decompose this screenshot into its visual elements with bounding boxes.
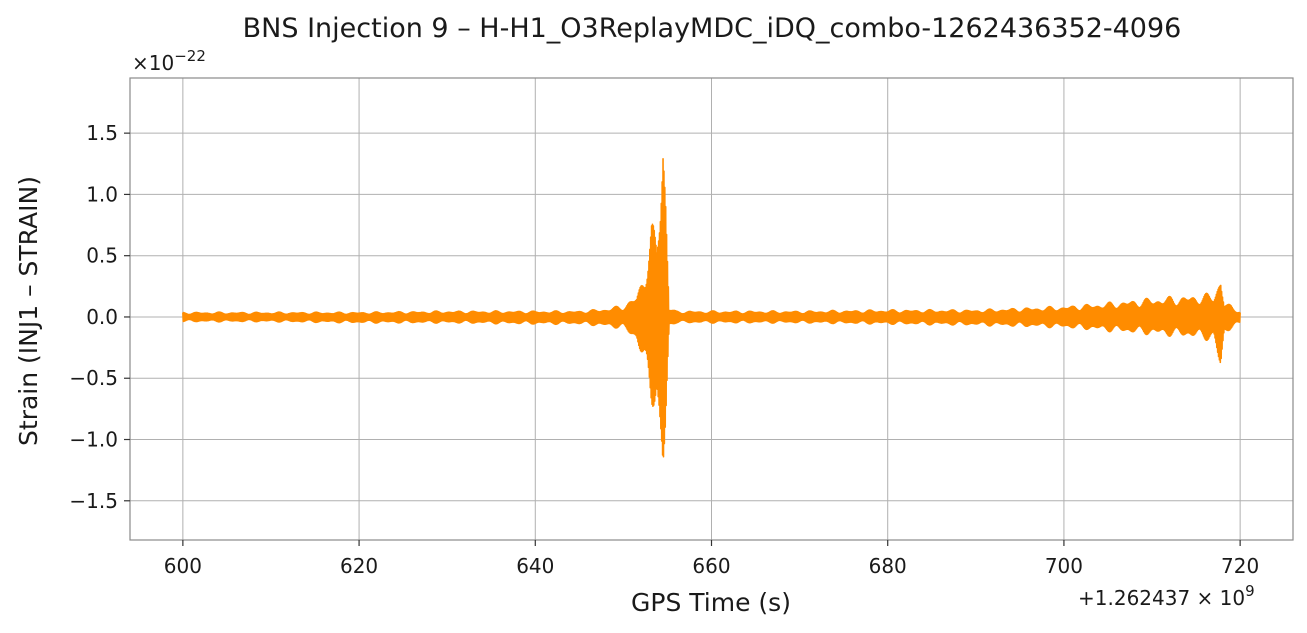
- x-axis-label: GPS Time (s): [631, 588, 791, 617]
- x-offset-label: +1.262437 × 109: [1078, 582, 1255, 610]
- y-tick-label: −1.0: [69, 428, 118, 452]
- x-axis: 600 620 640 660 680 700 720: [164, 540, 1259, 578]
- y-tick-label: 1.0: [86, 182, 118, 206]
- x-tick-label: 700: [1045, 554, 1083, 578]
- x-tick-label: 640: [516, 554, 554, 578]
- y-scale-label: ×10−22: [132, 47, 206, 75]
- x-tick-label: 660: [692, 554, 730, 578]
- y-tick-label: 0.5: [86, 244, 118, 268]
- y-axis-label: Strain (INJ1 – STRAIN): [14, 176, 43, 446]
- x-tick-label: 680: [869, 554, 907, 578]
- y-tick-label: 0.0: [86, 305, 118, 329]
- series-group: [182, 157, 1241, 458]
- y-tick-label: −0.5: [69, 366, 118, 390]
- x-offset-exponent: 9: [1245, 582, 1255, 600]
- x-tick-label: 600: [164, 554, 202, 578]
- y-axis: −1.5 −1.0 −0.5 0.0 0.5 1.0 1.5: [69, 121, 130, 513]
- x-tick-label: 620: [340, 554, 378, 578]
- y-tick-label: 1.5: [86, 121, 118, 145]
- y-scale-base: ×10: [132, 51, 174, 75]
- x-offset-base: +1.262437 × 10: [1078, 586, 1245, 610]
- chart-title: BNS Injection 9 – H-H1_O3ReplayMDC_iDQ_c…: [243, 13, 1182, 44]
- strain-series-line: [182, 157, 1241, 458]
- y-scale-exponent: −22: [174, 47, 206, 65]
- y-tick-label: −1.5: [69, 489, 118, 513]
- x-tick-label: 720: [1221, 554, 1259, 578]
